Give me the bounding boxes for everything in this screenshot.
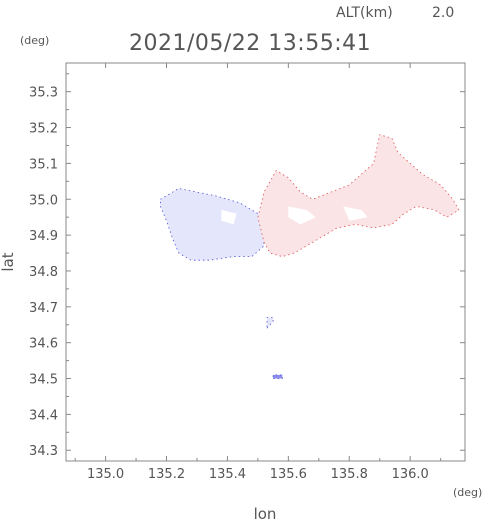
echo-region-positive-2: [257, 134, 460, 258]
y-tick-label: 34.9: [29, 229, 58, 244]
echo-gap-1: [288, 206, 316, 225]
x-tick-label: 135.4: [209, 467, 246, 482]
y-tick-label: 34.7: [29, 301, 58, 316]
x-tick-label: 135.6: [270, 467, 307, 482]
y-tick-label: 34.6: [29, 337, 58, 352]
y-unit-label: (deg): [20, 34, 49, 47]
echo-region-negative-3: [266, 317, 274, 330]
y-tick-label: 34.5: [29, 373, 58, 388]
y-tick-label: 34.4: [29, 408, 58, 423]
x-tick-label: 135.8: [331, 467, 368, 482]
y-tick-label: 34.3: [29, 444, 58, 459]
altitude-label: ALT(km): [336, 5, 393, 21]
x-axis: 135.0 135.2 135.4 135.6 135.8 136.0: [74, 63, 442, 482]
y-tick-label: 34.8: [29, 265, 58, 280]
echo-gap-2: [343, 206, 368, 221]
x-tick-label: 135.2: [148, 467, 185, 482]
plot-data-layer: [159, 134, 460, 379]
echo-region-negative-1: [159, 188, 265, 261]
y-tick-label: 35.3: [29, 86, 58, 101]
y-axis: 34.3 34.4 34.5 34.6 34.7 34.8 34.9 35.0 35.1 35.2…: [29, 73, 465, 459]
x-axis-label: lon: [254, 505, 277, 521]
x-unit-label: (deg): [453, 486, 482, 499]
x-tick-label: 135.0: [87, 467, 124, 482]
y-tick-label: 35.0: [29, 193, 58, 208]
y-tick-label: 35.2: [29, 122, 58, 137]
x-tick-label: 136.0: [392, 467, 429, 482]
y-axis-label: lat: [0, 252, 17, 271]
plot-frame: [65, 62, 466, 462]
echo-gap-3: [221, 210, 237, 225]
timestamp-title: 2021/05/22 13:55:41: [129, 31, 371, 56]
echo-region-negative-4: [272, 374, 283, 379]
y-tick-label: 35.1: [29, 157, 58, 172]
altitude-value: 2.0: [432, 5, 454, 21]
